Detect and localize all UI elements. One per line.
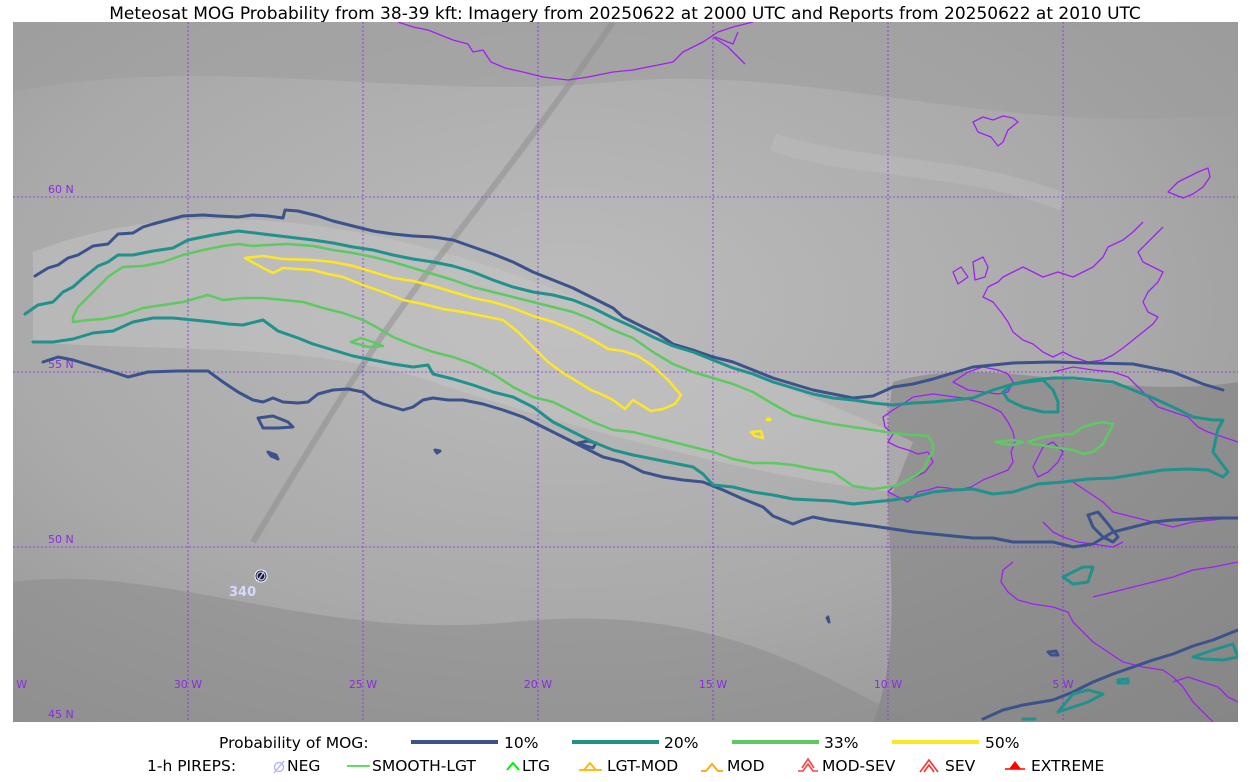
sev-icon [919, 758, 939, 773]
chart-title: Meteosat MOG Probability from 38-39 kft:… [109, 4, 1141, 24]
contour-33-percent [71, 242, 1115, 491]
france-coast [1092, 561, 1238, 598]
legend-line-20 [572, 740, 659, 744]
spain-coast [1172, 676, 1238, 703]
pirep-label-lgt-mod: LGT-MOD [607, 757, 679, 775]
lat-label: 50 N [48, 533, 74, 546]
northern-ireland-coast [952, 366, 1014, 395]
legend-label-33: 33% [824, 734, 859, 752]
lon-label: 35 W [13, 678, 27, 691]
mod-sev-icon [798, 757, 818, 772]
lat-label: 45 N [48, 708, 74, 721]
mog-probability-contours [23, 208, 1238, 721]
legend-line-10 [411, 740, 498, 744]
pireps-legend-title: 1-h PIREPS: [147, 757, 237, 775]
mod-icon [701, 762, 723, 772]
legend-label-20: 20% [664, 734, 699, 752]
contour-20-percent [23, 229, 1238, 721]
grid-labels: 60 N 55 N 50 N 45 N 35 W 30 W 25 W 20 W 15 W 10 W… [13, 183, 1074, 721]
contour-10-percent [33, 208, 1238, 721]
faroe-coast [972, 115, 1019, 147]
probability-legend-title: Probability of MOG: [219, 734, 369, 752]
lon-label: 20 W [524, 678, 552, 691]
lat-label: 55 N [48, 358, 74, 371]
legend-line-50 [892, 740, 979, 744]
neg-icon [256, 571, 266, 581]
wales-coast [1032, 441, 1064, 478]
extreme-icon [1005, 761, 1025, 770]
legend-label-10: 10% [504, 734, 539, 752]
pirep-neg-marker[interactable] [254, 569, 268, 583]
ireland-coast [882, 393, 1016, 503]
neg-icon [273, 760, 285, 774]
pireps-legend: 1-h PIREPS: NEG SMOOTH-LGT LTG LGT-MOD M… [0, 755, 1250, 777]
coastlines [397, 22, 1238, 722]
lon-label: 15 W [699, 678, 727, 691]
pirep-label-smooth-lgt: SMOOTH-LGT [372, 757, 476, 775]
pirep-label-sev: SEV [945, 757, 976, 775]
lon-label: 25 W [349, 678, 377, 691]
greenland-coast [397, 22, 754, 81]
lon-label: 5 W [1052, 678, 1073, 691]
hebrides-coast [952, 256, 989, 285]
pirep-label-ltg: LTG [522, 757, 550, 775]
lat-label: 60 N [48, 183, 74, 196]
pirep-label-neg: NEG [287, 757, 321, 775]
pirep-label-extreme: EXTREME [1031, 757, 1105, 775]
probability-legend: Probability of MOG: 10% 20% 33% 50% [0, 732, 1250, 754]
smooth-lgt-icon [347, 765, 370, 767]
pirep-label-mod: MOD [727, 757, 765, 775]
lon-label: 30 W [174, 678, 202, 691]
contour-50-percent [243, 254, 772, 440]
lon-label: 10 W [874, 678, 902, 691]
legend-line-33 [732, 740, 819, 744]
lgt-mod-icon [579, 761, 602, 771]
pirep-altitude-label: 340 [229, 585, 256, 600]
satellite-map[interactable]: 60 N 55 N 50 N 45 N 35 W 30 W 25 W 20 W 15 W 10 W… [13, 22, 1238, 722]
lat-lon-grid [13, 22, 1238, 722]
pirep-label-mod-sev: MOD-SEV [822, 757, 896, 775]
legend-label-50: 50% [985, 734, 1020, 752]
ltg-icon [506, 761, 520, 771]
norway-coast [1167, 167, 1211, 199]
greenland-coast-east [712, 31, 746, 65]
scotland-coast [982, 221, 1164, 363]
brittany-coast [1000, 561, 1214, 722]
